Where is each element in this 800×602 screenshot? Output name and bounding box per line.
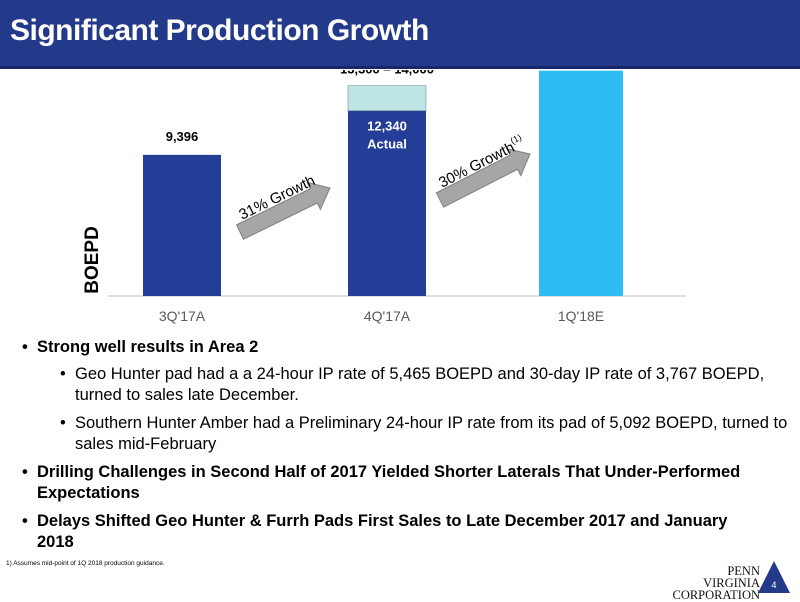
bullet-dot: • — [22, 512, 28, 530]
x-tick-label: 1Q'18E — [558, 308, 604, 324]
growth-arrow-icon — [235, 181, 331, 240]
bullet-text: Delays Shifted Geo Hunter & Furrh Pads F… — [37, 512, 728, 551]
bullet-item: • Delays Shifted Geo Hunter & Furrh Pads… — [22, 511, 762, 553]
bullet-dot: • — [22, 463, 28, 481]
bullet-item: • Strong well results in Area 2 — [22, 337, 762, 358]
bullet-text: Strong well results in Area 2 — [37, 338, 259, 356]
logo-line-2: CORPORATION — [672, 588, 760, 602]
x-tick-label: 3Q'17A — [159, 308, 206, 324]
actual-label: Actual — [367, 137, 407, 152]
growth-arrow-icon — [435, 148, 531, 208]
data-label: 9,396 — [166, 129, 199, 144]
bar-1 — [143, 154, 221, 296]
header-underline — [0, 66, 800, 69]
sub-bullet-item: • Geo Hunter pad had a a 24-hour IP rate… — [60, 364, 790, 406]
bullet-text: Drilling Challenges in Second Half of 20… — [37, 463, 741, 502]
bullet-text: Southern Hunter Amber had a Preliminary … — [75, 414, 788, 453]
logo-triangle-icon: 4 — [758, 561, 790, 593]
bullet-dot: • — [22, 338, 28, 356]
bar-2 — [348, 110, 426, 296]
y-axis-label: BOEPD — [82, 226, 103, 294]
bullet-dot: • — [60, 365, 66, 383]
x-tick-label: 4Q'17A — [364, 308, 411, 324]
sub-bullet-item: • Southern Hunter Amber had a Preliminar… — [60, 413, 790, 455]
company-logo-text: PENN VIRGINIA CORPORATION — [668, 564, 760, 602]
page-number: 4 — [771, 580, 776, 590]
bullet-item: • Drilling Challenges in Second Half of … — [22, 462, 762, 504]
footnote: 1) Assumes mid-point of 1Q 2018 producti… — [6, 560, 165, 567]
guidance-band — [347, 85, 427, 111]
data-label: 12,340 — [367, 119, 407, 134]
logo-line-1: PENN VIRGINIA — [703, 564, 760, 590]
header-bar — [0, 0, 800, 66]
bar-3 — [539, 70, 623, 296]
bullet-dot: • — [60, 414, 66, 432]
guidance-range: 13,300 – 14,000 — [340, 70, 434, 77]
growth-footnote-marker: (1) — [509, 132, 523, 146]
bullet-text: Geo Hunter pad had a a 24-hour IP rate o… — [75, 365, 765, 404]
page-title: Significant Production Growth — [10, 14, 429, 47]
